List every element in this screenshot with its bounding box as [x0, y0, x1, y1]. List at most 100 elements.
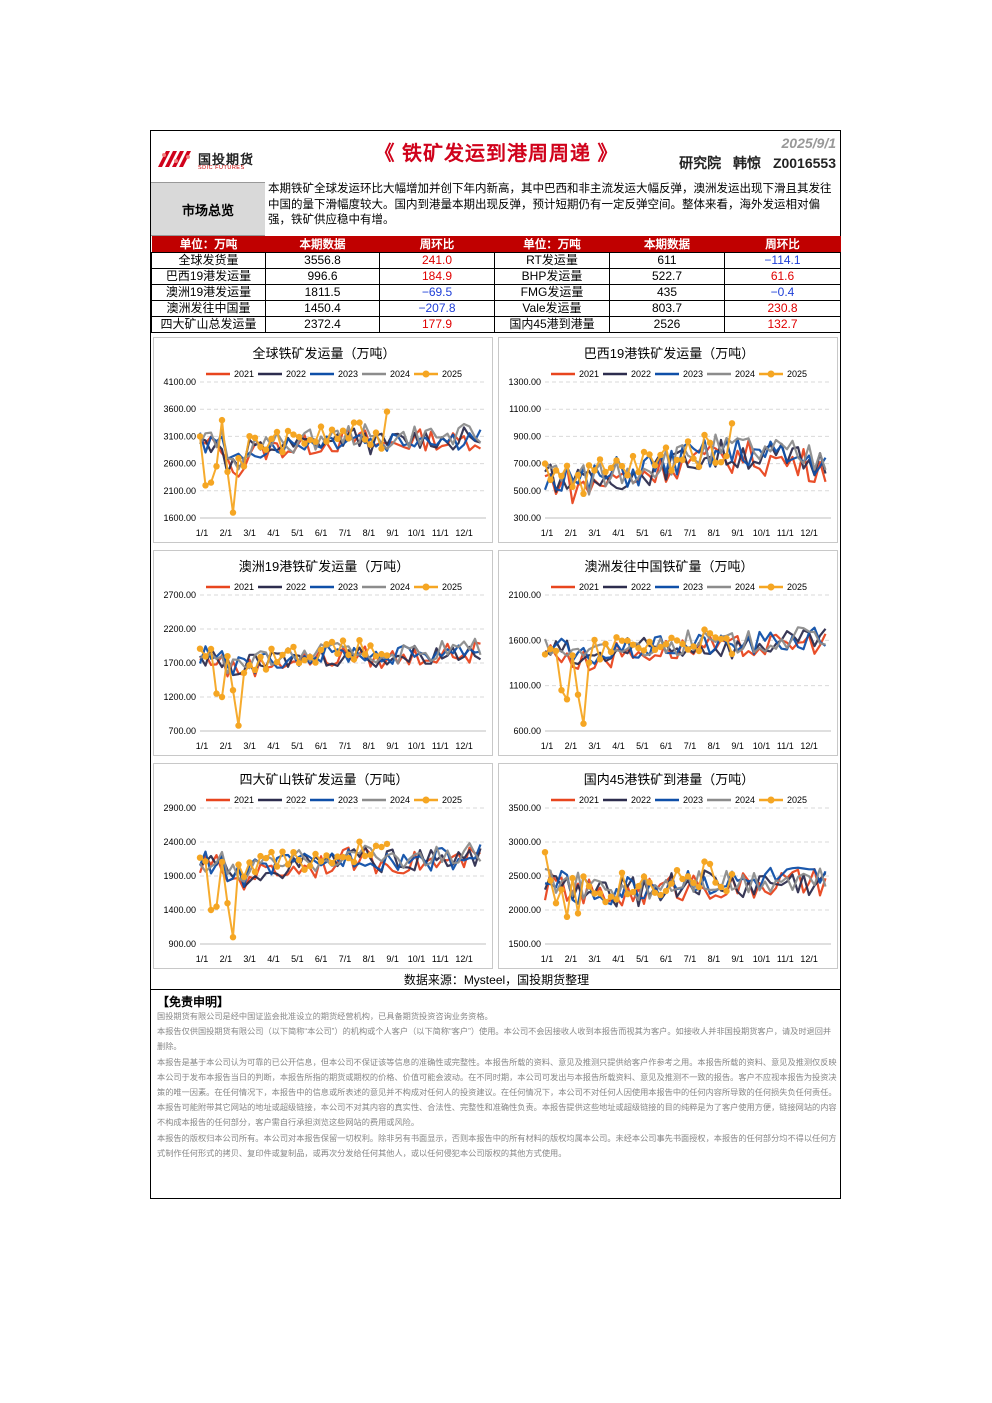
x-tick-label: 3/1: [588, 741, 601, 751]
series-point: [328, 426, 336, 433]
series-point: [701, 858, 708, 865]
series-point: [328, 638, 336, 646]
series-point: [706, 860, 714, 868]
series-point: [345, 435, 352, 442]
series-point: [673, 637, 681, 644]
series-point: [547, 476, 554, 484]
table-header: 单位：万吨: [151, 236, 266, 253]
table-cell: 巴西19港发运量: [151, 268, 266, 285]
series-point: [701, 431, 708, 439]
legend-marker: [767, 583, 775, 591]
y-tick-label: 500.00: [513, 486, 541, 496]
series-point: [339, 853, 347, 861]
legend-label: 2021: [579, 795, 599, 805]
series-point: [334, 650, 341, 657]
series-point: [679, 640, 686, 648]
table-cell: 3556.8: [265, 252, 380, 269]
legend-label: 2024: [735, 582, 755, 592]
series-point: [690, 643, 697, 650]
series-point: [635, 468, 642, 476]
series-point: [284, 427, 292, 435]
line-chart: 澳洲19港铁矿发运量（万吨） 2021 2022 2023 2024 2025 700.00…: [163, 559, 486, 751]
series-point: [262, 855, 270, 862]
series-line: [198, 643, 481, 676]
series-point: [202, 482, 209, 489]
series-point: [541, 651, 549, 658]
line-chart: 国内45港铁矿到港量（万吨） 2021 2022 2023 2024 2025 1500.0…: [508, 772, 831, 964]
series-point: [618, 869, 626, 876]
series-point: [229, 687, 237, 694]
line-chart: 澳洲发往中国铁矿量（万吨）2021 2022 2023 2024 2025600.001…: [508, 559, 831, 751]
series-point: [372, 842, 380, 849]
series-point: [640, 647, 648, 654]
series-point: [279, 448, 286, 456]
series-point: [541, 460, 549, 467]
x-tick-label: 4/1: [267, 954, 280, 964]
x-tick-label: 9/1: [731, 741, 744, 751]
series-point: [251, 666, 259, 674]
x-tick-label: 4/1: [267, 741, 280, 751]
y-tick-label: 2100.00: [508, 590, 541, 600]
series-point: [257, 653, 264, 661]
page-title: 《 铁矿发运到港周周递 》: [374, 143, 619, 165]
series-point: [328, 859, 336, 867]
x-tick-label: 12/1: [800, 954, 818, 964]
series-point: [563, 462, 571, 469]
y-tick-label: 2400.00: [163, 837, 196, 847]
series-point: [646, 451, 653, 458]
series-point: [246, 433, 253, 440]
series-point: [728, 871, 736, 878]
chart-title: 澳洲发往中国铁矿量（万吨）: [584, 559, 753, 574]
series-point: [378, 445, 385, 452]
series-point: [624, 472, 631, 479]
table-cell: 996.6: [265, 268, 380, 285]
y-tick-label: 1100.00: [509, 681, 541, 691]
series-point: [602, 468, 609, 476]
table-cell: 1811.5: [265, 284, 380, 301]
series-point: [268, 435, 275, 442]
y-tick-label: 2100.00: [163, 486, 196, 496]
legend-label: 2022: [286, 795, 306, 805]
disclaimer-paragraph: 本报告可能附带其它网站的地址或超级链接，本公司不对其内容的真实性、合法性、完整性…: [157, 1103, 837, 1128]
chart-panel: 澳洲19港铁矿发运量（万吨） 2021 2022 2023 2024 2025 700.00…: [153, 550, 493, 756]
disclaimer-body: 国投期货有限公司是经中国证监会批准设立的期货经营机构，已具备期货投资咨询业务资格…: [157, 1009, 837, 1161]
data-table: 单位：万吨 本期数据 周环比 单位：万吨 本期数据 周环比 全球发货量 3556.…: [151, 236, 841, 333]
series-point: [585, 883, 593, 890]
table-cell: 611: [609, 252, 725, 269]
series-point: [596, 456, 604, 463]
series-point: [279, 848, 286, 855]
x-tick-label: 3/1: [588, 954, 601, 964]
table-cell: −69.5: [379, 284, 495, 301]
table-cell: −207.8: [379, 300, 495, 317]
legend-label: 2022: [631, 369, 651, 379]
series-point: [646, 879, 653, 886]
x-tick-label: 6/1: [315, 528, 328, 538]
chart-legend: 2021 2022 2023 2024 2025: [551, 582, 807, 592]
table-cell: −114.1: [724, 252, 841, 269]
series-point: [602, 640, 609, 647]
x-tick-label: 11/1: [432, 954, 449, 964]
dept-label: 研究院: [679, 155, 722, 171]
x-tick-label: 12/1: [455, 528, 473, 538]
series-point: [563, 696, 571, 703]
series-point: [640, 873, 648, 880]
table-cell: 全球发货量: [151, 252, 266, 269]
series-point: [317, 646, 325, 654]
legend-label: 2024: [390, 795, 410, 805]
x-tick-label: 6/1: [660, 954, 673, 964]
series-point: [196, 645, 204, 652]
x-tick-label: 7/1: [339, 954, 352, 964]
y-tick-label: 2000.00: [508, 905, 541, 915]
legend-label: 2024: [390, 369, 410, 379]
x-tick-label: 10/1: [408, 528, 426, 538]
series-point: [229, 509, 237, 516]
legend-label: 2025: [787, 369, 807, 379]
y-tick-label: 900.00: [513, 431, 541, 441]
report: 国投期货 SDIC FUTURES 《 铁矿发运到港周周递 》 2025/9/1…: [150, 130, 841, 1199]
x-tick-label: 7/1: [684, 741, 697, 751]
table-header: 本期数据: [265, 236, 380, 253]
legend-label: 2021: [579, 369, 599, 379]
series-point: [301, 866, 308, 873]
series-point: [273, 428, 281, 436]
series-point: [668, 467, 675, 474]
